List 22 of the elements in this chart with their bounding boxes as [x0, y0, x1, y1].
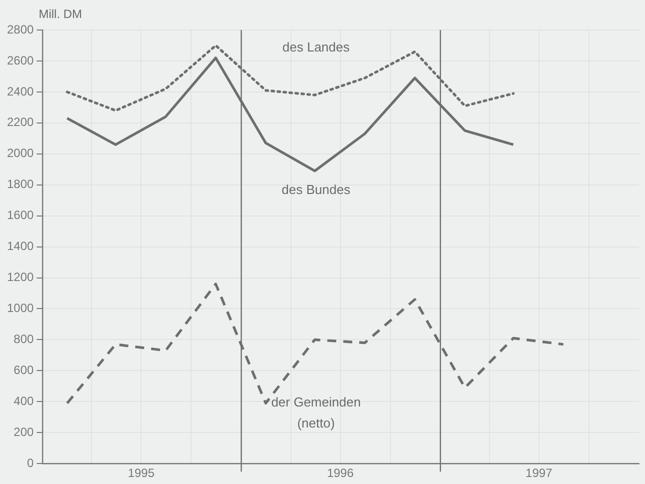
x-tick-label: 1996: [326, 466, 354, 480]
x-tick-label: 1995: [128, 466, 155, 480]
y-tick-label: 1800: [6, 177, 34, 192]
y-tick-label: 2800: [6, 22, 34, 36]
text: des Landes: [282, 40, 350, 55]
y-axis-title: Mill. DM: [38, 7, 82, 21]
series-label: des Bundes: [282, 182, 351, 198]
y-tick-label: 1200: [6, 270, 34, 284]
y-tick-label: 0: [27, 456, 34, 470]
y-tick-label: 2400: [6, 84, 34, 98]
y-tick-label: 200: [14, 424, 34, 439]
y-tick-label: 800: [14, 332, 34, 346]
y-tick-label: 1000: [6, 301, 34, 316]
y-tick-label: 2600: [6, 53, 34, 68]
y-tick-label: 2200: [6, 115, 34, 130]
x-tick-label: 1997: [526, 466, 553, 480]
y-tick-label: 400: [14, 394, 34, 408]
y-tick-label: 2000: [6, 146, 34, 160]
y-tick-label: 600: [14, 363, 34, 377]
series-label: der Gemeinden (netto): [271, 394, 361, 430]
y-tick-label: 1600: [6, 208, 34, 222]
y-tick-label: 1400: [6, 239, 34, 254]
